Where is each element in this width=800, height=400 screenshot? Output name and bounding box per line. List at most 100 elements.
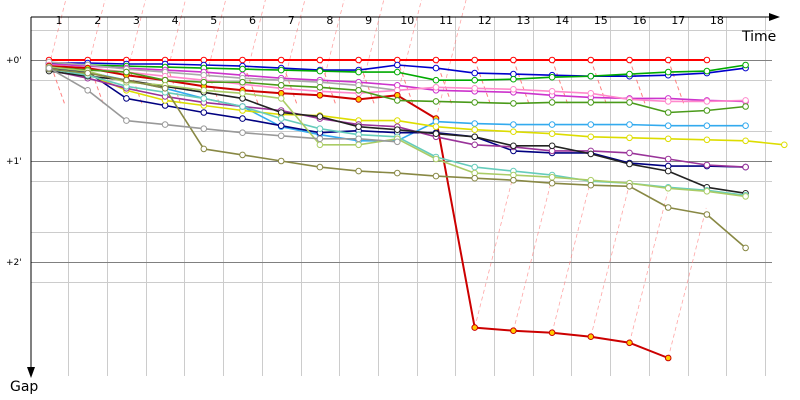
y-axis-arrow: [27, 367, 35, 378]
data-point: [626, 183, 633, 190]
data-point: [664, 56, 672, 64]
pit-guide-line: [164, 0, 186, 81]
x-tick-label: 6: [249, 14, 256, 27]
series-line: [48, 61, 398, 92]
data-point: [742, 163, 749, 171]
data-point: [703, 67, 711, 75]
data-point: [587, 72, 595, 80]
data-point: [548, 142, 556, 150]
data-point: [548, 73, 556, 81]
data-point: [432, 155, 440, 163]
data-point: [664, 185, 672, 192]
data-point: [742, 137, 749, 145]
data-point: [703, 98, 711, 105]
data-point: [587, 333, 595, 341]
pit-guide-line: [629, 59, 646, 106]
pit-guide-line: [512, 59, 530, 106]
data-point: [471, 163, 479, 171]
data-point: [781, 141, 788, 149]
y-tick-label: +0': [6, 56, 22, 66]
data-point: [355, 135, 362, 143]
data-point: [548, 121, 556, 128]
data-point: [703, 136, 711, 144]
pit-guide-line: [87, 0, 106, 69]
pit-guide-line: [358, 0, 385, 100]
data-point: [587, 56, 595, 64]
series-line: [48, 67, 398, 143]
data-point: [316, 135, 324, 143]
pit-guide-line: [203, 0, 227, 87]
data-point: [664, 68, 672, 76]
pit-guide-line: [513, 180, 552, 331]
data-point: [510, 56, 517, 64]
data-point: [239, 129, 246, 136]
x-tick-label: 11: [439, 14, 453, 27]
x-tick-label: 14: [555, 14, 569, 27]
pit-guide-line: [474, 59, 492, 106]
data-point: [277, 132, 285, 140]
data-point: [664, 98, 672, 105]
data-point: [664, 109, 672, 116]
pit-guide-line: [396, 0, 422, 96]
data-point: [239, 90, 246, 97]
data-point: [626, 160, 633, 168]
axes: [27, 13, 780, 378]
data-point: [355, 68, 362, 76]
data-point: [664, 354, 672, 362]
y-axis-title: Gap: [10, 379, 38, 395]
data-point: [239, 78, 246, 86]
data-point: [316, 56, 324, 64]
pit-guide-line: [590, 186, 630, 337]
pit-guide-line: [242, 0, 266, 91]
data-point: [394, 68, 401, 76]
data-point: [587, 121, 595, 128]
data-point: [626, 99, 633, 106]
x-tick-labels: 1 2 3 4 5 6 7 8 9 10 11 12 13 14 15 16 17 18: [56, 14, 724, 27]
data-point: [703, 107, 711, 114]
data-point: [587, 181, 595, 189]
pit-guide-line: [551, 59, 569, 106]
data-point: [432, 76, 440, 84]
data-point: [316, 92, 324, 99]
data-point: [510, 327, 517, 335]
data-point: [200, 109, 208, 116]
data-point: [742, 244, 749, 252]
x-tick-label: 10: [400, 14, 414, 27]
data-point: [84, 87, 91, 94]
data-point: [394, 61, 401, 69]
x-tick-label: 15: [594, 14, 608, 27]
data-point: [200, 95, 208, 102]
data-point: [277, 66, 285, 74]
data-point: [471, 69, 479, 77]
data-point: [432, 130, 440, 137]
data-point: [626, 339, 633, 347]
data-point: [510, 86, 517, 93]
data-point: [239, 65, 246, 73]
data-point: [432, 84, 440, 91]
series-line: [48, 68, 785, 146]
data-point: [471, 174, 479, 182]
data-point: [316, 84, 324, 91]
data-point: [355, 96, 362, 103]
data-point: [548, 88, 556, 95]
data-point: [394, 117, 401, 124]
data-point: [277, 122, 285, 129]
data-point: [742, 193, 749, 200]
data-point: [316, 125, 324, 132]
data-point: [587, 133, 595, 141]
data-point: [664, 167, 672, 175]
data-point: [161, 121, 169, 128]
data-point: [742, 122, 749, 129]
x-tick-label: 9: [365, 14, 372, 27]
x-tick-label: 5: [210, 14, 217, 27]
data-point: [277, 82, 285, 89]
data-point: [471, 133, 479, 141]
data-point: [703, 211, 711, 218]
data-point: [394, 126, 401, 133]
data-point: [355, 141, 362, 149]
data-point: [123, 95, 130, 102]
x-tick-label: 1: [56, 14, 63, 27]
data-point: [742, 97, 749, 104]
data-point: [161, 85, 169, 92]
data-point: [239, 115, 246, 122]
